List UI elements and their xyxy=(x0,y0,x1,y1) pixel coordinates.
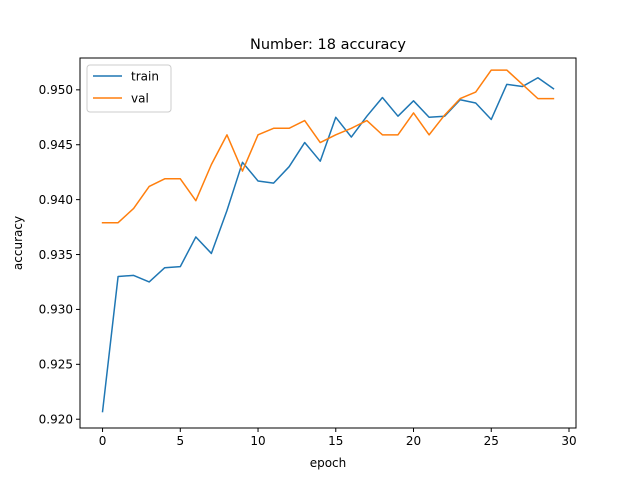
x-tick-label: 20 xyxy=(406,434,421,448)
y-axis-label: accuracy xyxy=(11,216,25,270)
chart-title: Number: 18 accuracy xyxy=(250,37,406,53)
axes-frame xyxy=(79,57,577,429)
y-tick-label: 0.950 xyxy=(39,83,73,97)
x-tick-label: 5 xyxy=(176,434,184,448)
series-line-val xyxy=(101,69,555,224)
x-tick-label: 25 xyxy=(484,434,499,448)
x-tick-label: 30 xyxy=(561,434,576,448)
legend-label-val: val xyxy=(131,92,149,106)
y-axis: 0.920 0.925 0.930 0.935 0.940 0.945 0.950 xyxy=(39,83,80,427)
legend-label-train: train xyxy=(131,70,159,84)
y-tick-label: 0.935 xyxy=(39,248,73,262)
y-tick-label: 0.930 xyxy=(39,303,73,317)
y-tick-label: 0.945 xyxy=(39,138,73,152)
x-axis: 0 5 10 15 20 25 30 xyxy=(99,428,577,448)
y-tick-label: 0.920 xyxy=(39,413,73,427)
y-tick-label: 0.925 xyxy=(39,358,73,372)
x-tick-label: 10 xyxy=(250,434,265,448)
x-tick-label: 0 xyxy=(99,434,107,448)
plot-lines xyxy=(101,69,555,413)
y-tick-label: 0.940 xyxy=(39,193,73,207)
x-axis-label: epoch xyxy=(310,456,347,470)
x-tick-label: 15 xyxy=(328,434,343,448)
legend: train val xyxy=(86,64,172,113)
